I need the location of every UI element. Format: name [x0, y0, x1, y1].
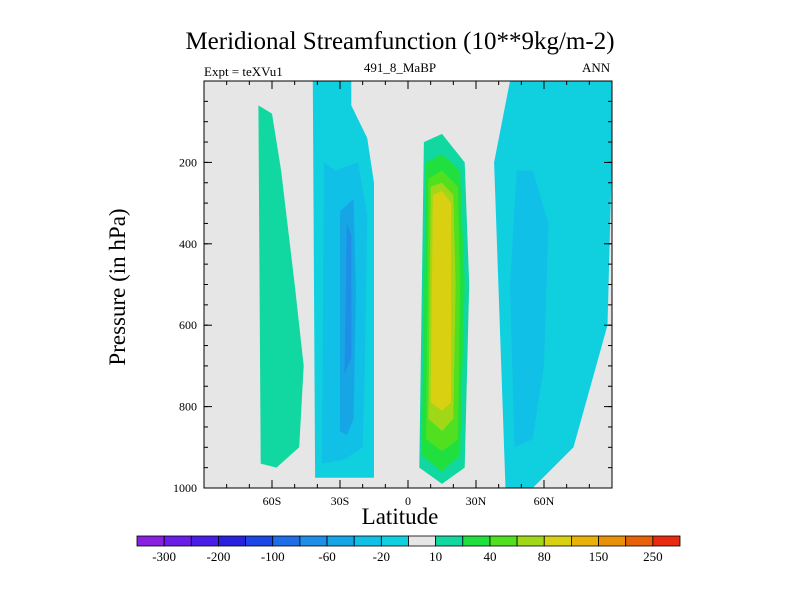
x-tick-label: 60S	[263, 494, 282, 508]
x-tick-label: 60N	[534, 494, 555, 508]
colorbar-swatch	[489, 535, 518, 547]
colorbar-swatch	[163, 535, 192, 547]
colorbar-swatch	[380, 535, 409, 547]
colorbar-label: -300	[152, 549, 176, 564]
colorbar-swatch	[353, 535, 382, 547]
contour-region-1	[258, 105, 304, 468]
colorbar-swatch	[218, 535, 246, 547]
colorbar-label: 80	[538, 549, 551, 564]
x-tick-label: 30S	[331, 494, 350, 508]
colorbar-swatch	[272, 535, 301, 547]
colorbar-label: -100	[261, 549, 285, 564]
colorbar-label: 10	[429, 549, 442, 564]
contour-region-5	[344, 223, 352, 374]
colorbar-swatch	[516, 535, 545, 547]
colorbar-swatch	[326, 535, 355, 547]
x-tick-label: 30N	[466, 494, 487, 508]
colorbar-swatch	[435, 535, 464, 547]
colorbar-swatch	[408, 535, 437, 547]
colorbar-label: -20	[373, 549, 390, 564]
colorbar-swatch	[190, 535, 219, 547]
colorbar-swatch	[136, 535, 165, 547]
colorbar-label: -60	[318, 549, 335, 564]
y-tick-label: 800	[179, 400, 197, 414]
colorbar-swatch	[462, 535, 491, 547]
colorbar-label: 150	[589, 549, 609, 564]
colorbar-label: -200	[207, 549, 231, 564]
y-tick-label: 600	[179, 318, 197, 332]
chart-title: Meridional Streamfunction (10**9kg/m-2)	[185, 28, 615, 55]
contour-region-13	[430, 190, 452, 411]
x-tick-label: 0	[405, 494, 411, 508]
colorbar-swatch	[571, 535, 599, 547]
colorbar-label: 250	[643, 549, 663, 564]
contour-region-14	[401, 148, 411, 159]
contour-region-7	[510, 170, 549, 448]
experiment-label: Expt = teXVu1	[204, 64, 283, 79]
colorbar-label: 40	[483, 549, 496, 564]
season-label: ANN	[582, 60, 611, 75]
x-axis-label: Latitude	[361, 504, 439, 529]
colorbar-swatch	[245, 535, 274, 547]
colorbar-swatch	[598, 535, 627, 547]
colorbar-swatch	[625, 535, 654, 547]
case-label: 491_8_MaBP	[363, 60, 437, 75]
contour-fill-group	[244, 81, 612, 488]
colorbar-swatch	[299, 535, 328, 547]
y-tick-label: 200	[179, 155, 197, 169]
y-tick-label: 400	[179, 237, 197, 251]
colorbar-swatch	[543, 535, 572, 547]
y-tick-label: 1000	[173, 481, 197, 495]
colorbar-swatch	[652, 535, 681, 547]
